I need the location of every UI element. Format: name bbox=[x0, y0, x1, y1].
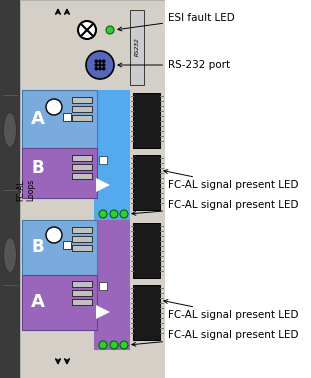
Bar bbox=[72, 155, 92, 161]
Bar bbox=[133, 285, 160, 340]
Circle shape bbox=[78, 21, 96, 39]
Circle shape bbox=[46, 227, 62, 243]
Text: FC-AL signal present LED: FC-AL signal present LED bbox=[164, 300, 299, 320]
Bar bbox=[72, 164, 92, 170]
Circle shape bbox=[110, 341, 118, 349]
Text: B: B bbox=[32, 238, 44, 256]
Bar bbox=[63, 113, 71, 121]
Text: ESI fault LED: ESI fault LED bbox=[118, 13, 235, 31]
Circle shape bbox=[98, 67, 102, 71]
Text: RS232: RS232 bbox=[134, 38, 140, 56]
Text: FC-AL signal present LED: FC-AL signal present LED bbox=[164, 170, 299, 190]
Text: A: A bbox=[31, 293, 45, 311]
Circle shape bbox=[102, 63, 105, 67]
Text: FC-AL
Loops: FC-AL Loops bbox=[16, 179, 36, 201]
Bar bbox=[20, 0, 165, 378]
Bar bbox=[165, 0, 311, 378]
Bar bbox=[72, 245, 92, 251]
Text: B: B bbox=[32, 159, 44, 177]
Circle shape bbox=[99, 210, 107, 218]
Text: RS-232 port: RS-232 port bbox=[118, 60, 230, 70]
Circle shape bbox=[102, 59, 105, 63]
Bar bbox=[72, 173, 92, 179]
Bar bbox=[72, 290, 92, 296]
Bar bbox=[22, 220, 97, 275]
Bar bbox=[133, 93, 160, 148]
Bar bbox=[99, 156, 107, 164]
Bar bbox=[72, 299, 92, 305]
Bar bbox=[63, 241, 71, 249]
Circle shape bbox=[86, 51, 114, 79]
Bar bbox=[22, 148, 97, 198]
Bar bbox=[130, 10, 144, 85]
Bar bbox=[72, 97, 92, 103]
Polygon shape bbox=[96, 178, 110, 192]
Circle shape bbox=[46, 99, 62, 115]
Circle shape bbox=[102, 67, 105, 71]
Text: FC-AL signal present LED: FC-AL signal present LED bbox=[132, 200, 299, 215]
Bar bbox=[0, 0, 20, 378]
Circle shape bbox=[98, 59, 102, 63]
Bar bbox=[133, 223, 160, 278]
Text: A: A bbox=[31, 110, 45, 128]
Circle shape bbox=[99, 341, 107, 349]
Text: FC-AL signal present LED: FC-AL signal present LED bbox=[132, 330, 299, 346]
Bar bbox=[94, 90, 130, 220]
Bar bbox=[22, 275, 97, 330]
Bar bbox=[133, 155, 160, 210]
Ellipse shape bbox=[3, 237, 16, 273]
Bar bbox=[72, 106, 92, 112]
Circle shape bbox=[95, 67, 98, 71]
Circle shape bbox=[110, 210, 118, 218]
Bar bbox=[72, 227, 92, 233]
Bar bbox=[22, 90, 97, 148]
Bar bbox=[94, 220, 130, 350]
Circle shape bbox=[95, 59, 98, 63]
Circle shape bbox=[120, 341, 128, 349]
Circle shape bbox=[98, 63, 102, 67]
Circle shape bbox=[106, 26, 114, 34]
Circle shape bbox=[120, 210, 128, 218]
Bar bbox=[72, 236, 92, 242]
Bar bbox=[99, 282, 107, 290]
Bar bbox=[72, 281, 92, 287]
Bar bbox=[72, 115, 92, 121]
Polygon shape bbox=[96, 305, 110, 319]
Circle shape bbox=[95, 63, 98, 67]
Ellipse shape bbox=[3, 113, 16, 147]
